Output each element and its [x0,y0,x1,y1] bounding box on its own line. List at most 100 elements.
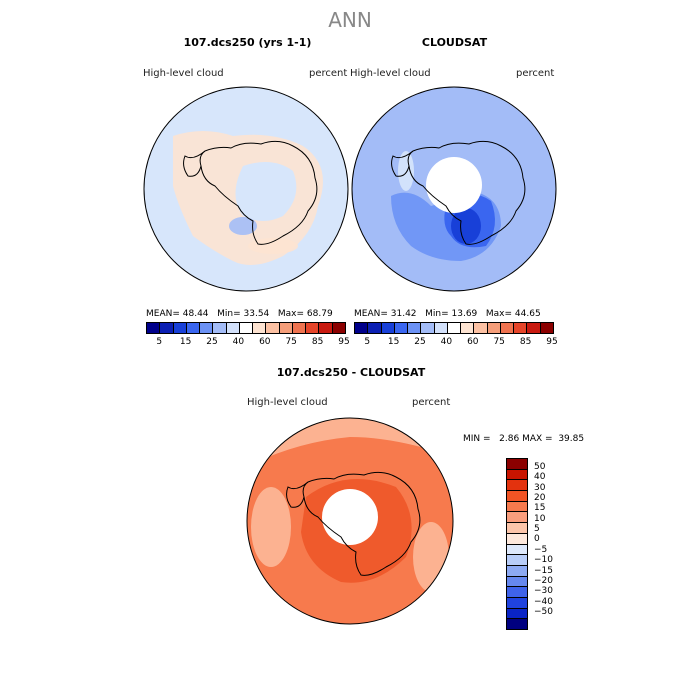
colorbar-swatch [279,323,293,333]
colorbar-swatch [487,323,501,333]
colorbar-swatch [394,323,409,333]
colorbar-swatch [147,323,161,333]
colorbar-swatch [540,323,553,333]
diff-light-patch-east [413,522,449,592]
colorbar-tick-label: 50 [534,462,546,472]
colorbar-swatch [461,323,475,333]
model-peninsula [183,150,206,177]
obs-light-patch [398,151,414,191]
model-cool-inner [235,162,297,221]
obs-units-label: percent [516,68,555,79]
colorbar-tick-label: 25 [206,337,218,347]
diff-colorbar [506,458,528,630]
obs-mean-label: MEAN= [354,309,388,319]
model-warm-ring [248,238,298,254]
diff-colorbar-ticks: 50 40 30 20 15 10 5 0 −5 −10 −15 −20 −30 −40 −50 [534,462,574,622]
obs-colorbar-ticks: 5 15 25 40 60 75 85 95 [354,337,558,349]
model-mean-value: 48.44 [182,309,209,319]
colorbar-swatch [381,323,395,333]
colorbar-tick-label: 60 [259,337,271,347]
colorbar-tick-label: −5 [534,544,548,555]
obs-map-border [351,86,557,292]
colorbar-tick-label: 95 [338,337,350,347]
model-colorbar [146,322,346,334]
obs-max-label: Max= [485,309,513,319]
colorbar-tick-label: −50 [534,606,553,617]
diff-polar-map [246,417,454,625]
colorbar-swatch [507,544,527,556]
model-min-label: Min= [217,309,241,319]
colorbar-swatch [507,597,527,609]
obs-panel-title: CLOUDSAT [421,36,488,49]
model-variable-label: High-level cloud [143,68,224,79]
colorbar-tick-label: 85 [519,337,532,347]
obs-variable-label: High-level cloud [350,68,431,79]
diff-max-value: 39.85 [558,434,585,444]
obs-polar-map [351,86,557,292]
diff-units-label: percent [412,397,451,408]
obs-peninsula [391,150,414,177]
colorbar-tick-label: −15 [534,565,553,576]
colorbar-swatch [507,533,527,545]
colorbar-tick-label: 0 [534,534,540,545]
colorbar-tick-label: 95 [546,337,558,347]
diff-map-border [246,417,454,625]
model-colorbar-ticks: 5 15 25 40 60 75 85 95 [146,337,350,349]
diff-min-value: 2.86 [499,434,520,444]
colorbar-tick-label: 20 [534,493,546,504]
colorbar-tick-label: −20 [534,575,553,586]
model-stats-line: MEAN= 48.44 Min= 33.54 Max= 68.79 [146,309,333,319]
colorbar-swatch [507,512,527,524]
colorbar-swatch [160,323,174,333]
colorbar-swatch [332,323,345,333]
obs-deep-region [451,208,481,244]
colorbar-swatch [527,323,541,333]
colorbar-swatch [507,501,527,513]
obs-missing-data-hole [426,157,482,213]
colorbar-swatch [319,323,333,333]
obs-stats-line: MEAN= 31.42 Min= 13.69 Max= 44.65 [354,309,541,319]
colorbar-swatch [507,619,527,629]
colorbar-swatch [507,480,527,492]
colorbar-swatch [434,323,448,333]
diff-light-patch-west [251,487,291,567]
colorbar-tick-label: 30 [534,482,546,493]
colorbar-swatch [226,323,240,333]
colorbar-swatch [474,323,488,333]
obs-min-value: 13.69 [451,309,478,319]
obs-mean-value: 31.42 [390,309,417,319]
colorbar-swatch [213,323,227,333]
colorbar-swatch [507,608,527,620]
colorbar-swatch [253,323,267,333]
colorbar-swatch [507,469,527,481]
model-max-label: Max= [277,309,305,319]
colorbar-tick-label: 5 [156,337,163,347]
colorbar-swatch [421,323,435,333]
figure-title: ANN [328,8,372,32]
colorbar-tick-label: 60 [467,337,479,347]
colorbar-tick-label: 40 [534,472,546,483]
colorbar-tick-label: 25 [414,337,426,347]
colorbar-tick-label: 5 [364,337,371,347]
model-panel-title: 107.dcs250 (yrs 1-1) [183,36,312,49]
colorbar-tick-label: 40 [232,337,245,347]
colorbar-swatch [514,323,528,333]
model-mean-label: MEAN= [146,309,180,319]
diff-peninsula [286,481,309,508]
obs-min-label: Min= [425,309,449,319]
colorbar-tick-label: −40 [534,596,553,607]
colorbar-swatch [507,555,527,566]
colorbar-tick-label: 85 [311,337,324,347]
colorbar-tick-label: 15 [387,337,400,347]
colorbar-swatch [292,323,307,333]
model-map-border [143,86,349,292]
colorbar-swatch [507,459,527,470]
colorbar-tick-label: 5 [534,524,540,535]
model-polar-map [143,86,349,292]
colorbar-tick-label: 75 [493,337,505,347]
colorbar-swatch [507,491,527,502]
colorbar-tick-label: 15 [179,337,192,347]
obs-colorbar [354,322,554,334]
colorbar-swatch [507,523,527,534]
diff-variable-label: High-level cloud [247,397,328,408]
